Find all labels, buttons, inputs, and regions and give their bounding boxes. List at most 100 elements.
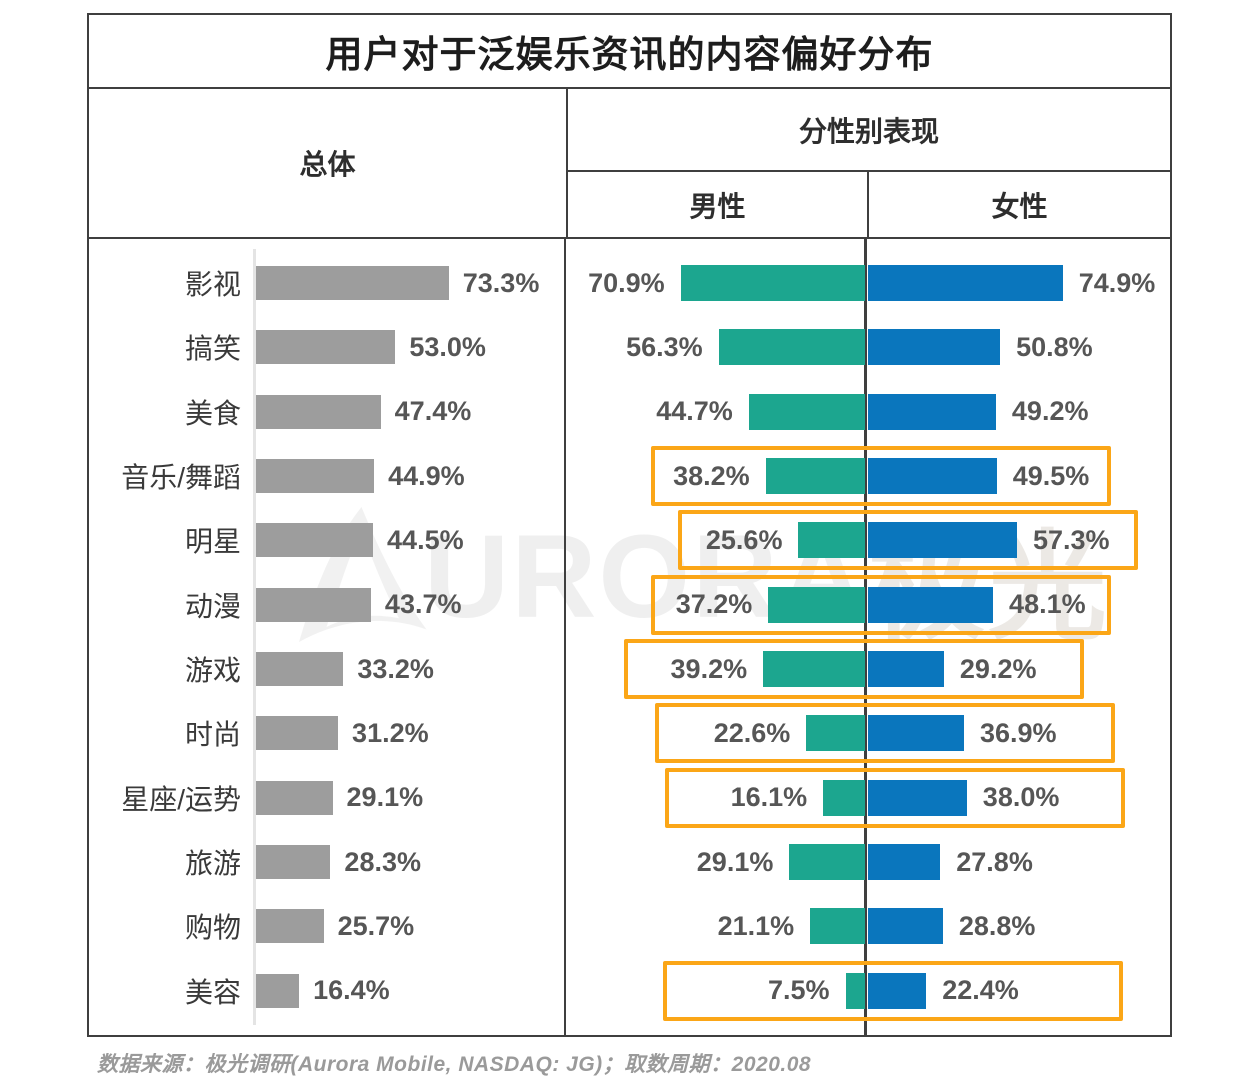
female-half: 27.8% <box>865 844 1170 881</box>
category-label: 影视 <box>184 269 241 301</box>
overall-value-label: 53.0% <box>409 331 486 362</box>
highlight-box <box>651 446 1112 507</box>
female-bar <box>868 779 967 816</box>
female-half: 74.9% <box>865 265 1170 302</box>
male-half: 22.6% <box>566 715 865 752</box>
chart-title: 用户对于泛娱乐资讯的内容偏好分布 <box>325 34 934 75</box>
male-bar <box>810 908 865 945</box>
male-column-header: 男性 <box>568 172 869 237</box>
female-half: 22.4% <box>865 972 1170 1009</box>
female-bar <box>868 522 1017 559</box>
female-half: 36.9% <box>865 715 1170 752</box>
female-value-label: 74.9% <box>1078 267 1156 298</box>
female-value-label: 50.8% <box>1016 331 1093 362</box>
overall-value-label: 33.2% <box>357 653 434 684</box>
overall-bar <box>256 523 374 558</box>
preference-table: 用户对于泛娱乐资讯的内容偏好分布 总体 分性别表现 男性 女性 <box>87 13 1172 1037</box>
overall-value-label: 44.9% <box>388 460 465 491</box>
male-half: 38.2% <box>566 458 865 495</box>
chart-title-row: 用户对于泛娱乐资讯的内容偏好分布 <box>89 15 1170 89</box>
overall-value-label: 16.4% <box>313 975 390 1006</box>
male-value-label: 7.5% <box>767 975 830 1006</box>
category-label: 搞笑 <box>184 333 241 365</box>
category-label: 时尚 <box>184 719 241 751</box>
male-bar <box>845 972 865 1009</box>
female-value-label: 48.1% <box>1009 589 1086 620</box>
gender-row: 38.2% 49.5% <box>566 444 1170 508</box>
male-half: 7.5% <box>566 972 865 1009</box>
overall-bar <box>256 780 333 815</box>
gender-subheaders: 男性 女性 <box>568 172 1170 237</box>
overall-bar <box>256 330 396 365</box>
overall-value-label: 73.3% <box>462 267 540 298</box>
male-half: 21.1% <box>566 908 865 945</box>
male-bar <box>763 651 865 688</box>
female-value-label: 49.2% <box>1011 396 1089 427</box>
overall-row: 搞笑 53.0% <box>89 315 564 379</box>
male-value-label: 21.1% <box>717 910 795 941</box>
overall-bar <box>256 587 371 622</box>
by-gender-header-label: 分性别表现 <box>798 115 939 147</box>
overall-row: 时尚 31.2% <box>89 701 564 765</box>
gender-row: 70.9% 74.9% <box>566 251 1170 315</box>
male-bar <box>680 265 865 302</box>
male-half: 25.6% <box>566 522 865 559</box>
by-gender-header: 分性别表现 <box>568 89 1170 172</box>
gender-row: 56.3% 50.8% <box>566 315 1170 379</box>
gender-row: 22.6% 36.9% <box>566 701 1170 765</box>
male-header-label: 男性 <box>689 190 746 222</box>
gender-row: 39.2% 29.2% <box>566 637 1170 701</box>
overall-value-label: 29.1% <box>346 782 424 813</box>
female-half: 38.0% <box>865 779 1170 816</box>
overall-column-header: 总体 <box>89 89 568 237</box>
category-label: 音乐/舞蹈 <box>121 462 241 494</box>
male-half: 56.3% <box>566 329 865 366</box>
female-value-label: 49.5% <box>1012 460 1090 491</box>
female-value-label: 27.8% <box>956 846 1033 877</box>
female-bar <box>868 715 964 752</box>
female-value-label: 29.2% <box>959 653 1037 684</box>
overall-bar <box>256 716 339 751</box>
gender-row: 16.1% 38.0% <box>566 766 1170 830</box>
female-value-label: 38.0% <box>982 782 1060 813</box>
overall-value-label: 44.5% <box>387 524 464 555</box>
male-bar <box>789 844 865 881</box>
female-column-header: 女性 <box>869 172 1170 237</box>
overall-bar <box>256 973 300 1008</box>
gender-row: 37.2% 48.1% <box>566 573 1170 637</box>
category-label: 美容 <box>184 976 241 1008</box>
gender-row: 44.7% 49.2% <box>566 380 1170 444</box>
male-value-label: 44.7% <box>656 396 733 427</box>
male-half: 39.2% <box>566 651 865 688</box>
female-bar <box>868 265 1063 302</box>
male-value-label: 70.9% <box>588 267 665 298</box>
female-value-label: 22.4% <box>942 975 1019 1006</box>
category-label: 明星 <box>184 526 241 558</box>
male-value-label: 56.3% <box>626 331 703 362</box>
data-source-note: 数据来源：极光调研(Aurora Mobile, NASDAQ: JG)；取数周… <box>97 1053 812 1076</box>
male-bar <box>768 586 865 623</box>
male-half: 70.9% <box>566 265 865 302</box>
male-value-label: 29.1% <box>696 846 774 877</box>
male-value-label: 39.2% <box>670 653 748 684</box>
overall-row: 星座/运势 29.1% <box>89 766 564 830</box>
overall-bar <box>256 266 449 301</box>
female-bar <box>868 844 941 881</box>
overall-row: 购物 25.7% <box>89 894 564 958</box>
overall-bar <box>256 845 331 880</box>
overall-bar <box>256 909 324 944</box>
female-half: 48.1% <box>865 586 1170 623</box>
overall-row: 明星 44.5% <box>89 508 564 572</box>
overall-row: 影视 73.3% <box>89 251 564 315</box>
overall-bar <box>256 652 344 687</box>
female-value-label: 57.3% <box>1032 524 1110 555</box>
female-header-label: 女性 <box>991 190 1048 222</box>
overall-row: 旅游 28.3% <box>89 830 564 894</box>
female-bar <box>868 972 927 1009</box>
male-bar <box>718 329 865 366</box>
overall-value-label: 25.7% <box>337 910 415 941</box>
overall-row: 音乐/舞蹈 44.9% <box>89 444 564 508</box>
male-half: 29.1% <box>566 844 865 881</box>
highlight-box <box>677 510 1138 571</box>
category-label: 美食 <box>184 397 241 429</box>
